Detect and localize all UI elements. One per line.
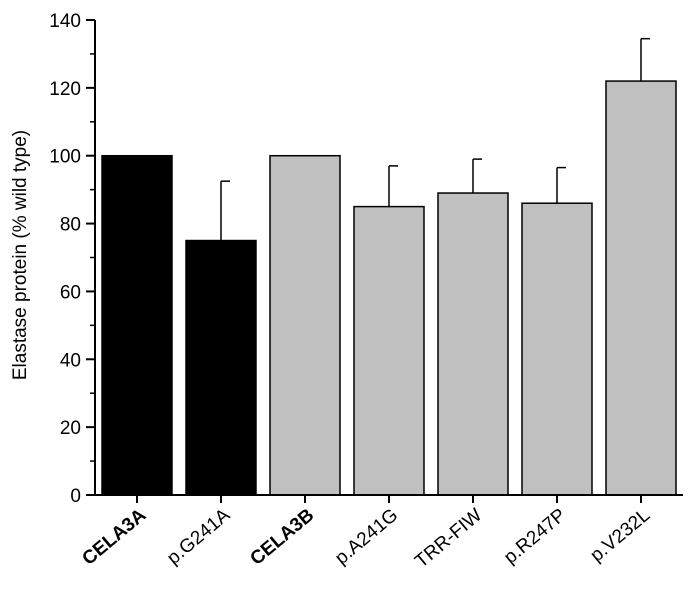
x-tick-label-cela3a: CELA3A bbox=[78, 505, 150, 570]
y-tick-label-100: 100 bbox=[49, 147, 81, 168]
y-tick-label-120: 120 bbox=[49, 79, 81, 100]
bars bbox=[101, 37, 677, 496]
y-tick-label-40: 40 bbox=[60, 350, 81, 371]
x-tick-label-cela3b: CELA3B bbox=[246, 505, 318, 570]
y-tick-label-60: 60 bbox=[60, 282, 81, 303]
x-tick-label-p-g241a: p.G241A bbox=[163, 505, 234, 570]
y-axis-title: Elastase protein (% wild type) bbox=[10, 130, 31, 380]
bar-p-a241g bbox=[353, 205, 425, 496]
x-tick-label-p-v232l: p.V232L bbox=[586, 505, 654, 567]
x-tick-label-p-r247p: p.R247P bbox=[500, 505, 570, 569]
bar-p-r247p bbox=[521, 202, 593, 496]
y-tick-label-140: 140 bbox=[49, 11, 81, 32]
bar-p-v232l bbox=[605, 80, 677, 496]
x-tick-label-trr-fiw: TRR-FIW bbox=[411, 505, 486, 573]
x-tick-label-p-a241g: p.A241G bbox=[331, 505, 402, 569]
y-tick-label-20: 20 bbox=[60, 418, 81, 439]
bar-p-g241a bbox=[185, 239, 257, 496]
bar-cela3a bbox=[101, 154, 173, 496]
y-tick-label-80: 80 bbox=[60, 215, 81, 236]
y-tick-label-0: 0 bbox=[70, 486, 81, 507]
y-axis: 0 20 40 60 80 100 120 140 bbox=[49, 11, 96, 507]
bar-cela3b bbox=[269, 154, 341, 496]
x-axis: CELA3A p.G241A CELA3B p.A241G TRR-FIW p.R247P… bbox=[78, 494, 683, 573]
bar-trr-fiw bbox=[437, 192, 509, 496]
